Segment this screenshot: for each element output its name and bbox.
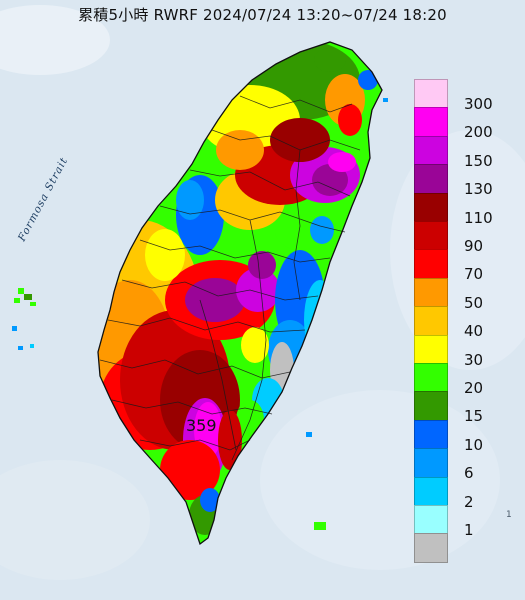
rainfall-patch xyxy=(328,152,356,172)
legend-label: 50 xyxy=(464,293,484,312)
legend-swatch xyxy=(414,533,448,563)
green-island xyxy=(306,432,312,437)
rainfall-patch xyxy=(275,210,325,250)
rainfall-patch xyxy=(145,229,185,281)
rainfall-patch xyxy=(248,251,276,279)
legend-label: 30 xyxy=(464,350,484,369)
orchid-island xyxy=(314,522,326,530)
legend-label: 130 xyxy=(464,180,493,199)
legend-swatch xyxy=(414,476,448,506)
legend-label: 200 xyxy=(464,123,493,142)
county-boundaries xyxy=(99,95,361,461)
rainfall-patch xyxy=(176,180,204,220)
rainfall-patch xyxy=(185,278,245,322)
legend-swatch xyxy=(414,164,448,194)
legend-swatch xyxy=(414,363,448,393)
legend-swatch xyxy=(414,79,448,109)
rainfall-patch xyxy=(218,410,242,470)
rainfall-patch xyxy=(338,104,362,136)
legend-swatch xyxy=(414,334,448,364)
legend-label: 10 xyxy=(464,435,484,454)
legend-label: 6 xyxy=(464,464,474,483)
legend-swatch xyxy=(414,391,448,421)
map-title: 累積5小時 RWRF 2024/07/24 13:20~07/24 18:20 xyxy=(78,6,447,24)
rainfall-patch xyxy=(312,164,348,196)
legend-label: 40 xyxy=(464,322,484,341)
max-rainfall-label: 359 xyxy=(186,416,217,435)
legend-label: 90 xyxy=(464,237,484,255)
legend-swatch xyxy=(414,448,448,478)
legend-swatch xyxy=(414,107,448,137)
legend-label: 150 xyxy=(464,151,493,170)
legend-label: 70 xyxy=(464,265,484,284)
turtle-island xyxy=(383,98,388,102)
rainfall-patch xyxy=(314,48,346,72)
rainfall-patch xyxy=(160,440,220,500)
legend-label: 300 xyxy=(464,95,493,113)
rainfall-patch xyxy=(270,118,330,162)
legend-label: 2 xyxy=(464,492,474,511)
legend-label: 20 xyxy=(464,379,484,397)
rainfall-patch xyxy=(216,130,264,170)
rainfall-patch xyxy=(200,488,220,512)
legend-label: 1 xyxy=(464,521,474,539)
legend-swatch xyxy=(414,221,448,251)
edge-tick-label: 1 xyxy=(506,510,512,520)
legend-swatch xyxy=(414,192,448,222)
rainfall-patch xyxy=(241,327,269,363)
legend-swatch xyxy=(414,277,448,308)
penghu-islands xyxy=(12,288,36,350)
rainfall-patch xyxy=(236,268,280,312)
legend-swatch xyxy=(414,505,448,535)
legend-swatch xyxy=(414,306,448,336)
legend-label: 110 xyxy=(464,208,493,227)
legend-swatch xyxy=(414,419,448,450)
legend-swatch xyxy=(414,135,448,166)
rainfall-patch xyxy=(310,216,334,244)
legend-swatch xyxy=(414,249,448,279)
legend-label: 15 xyxy=(464,407,484,426)
